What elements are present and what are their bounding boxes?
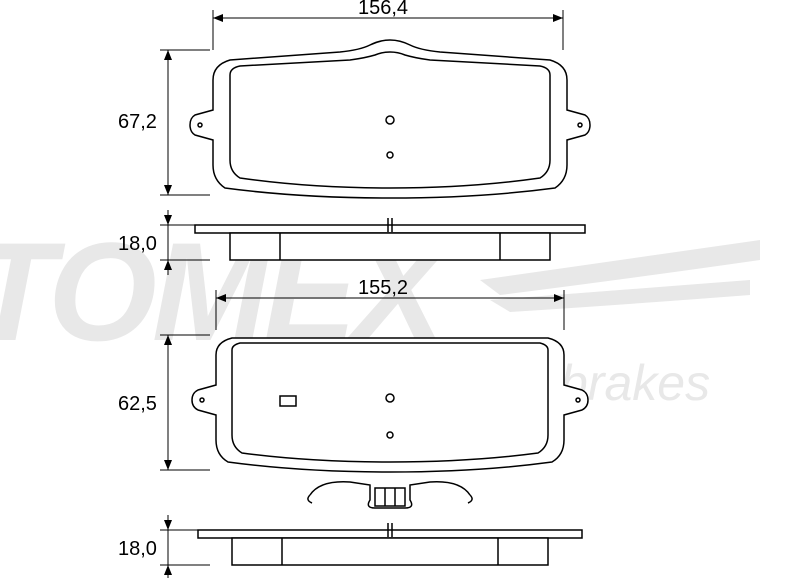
bottom-brake-pad-side [198, 523, 582, 565]
top-pad-friction [230, 52, 550, 188]
dim-top-width-label: 156,4 [358, 0, 408, 19]
technical-drawing: 156,4 67,2 18,0 155,2 62, [0, 0, 786, 580]
dim-bot-height-label: 62,5 [118, 393, 157, 415]
dim-bot-thick-label: 18,0 [118, 538, 157, 560]
dim-top-thick-label: 18,0 [118, 233, 157, 255]
dim-bot-width-label: 155,2 [358, 277, 408, 299]
clip-center [375, 488, 405, 506]
dim-top-height-label: 67,2 [118, 111, 157, 133]
spring-clip [308, 482, 472, 508]
top-pad-side-plate [195, 225, 585, 233]
bot-pad-side-plate [198, 530, 582, 538]
bot-pad-clip-left [280, 396, 296, 406]
bot-pad-side-friction [232, 538, 548, 565]
top-brake-pad-front [190, 40, 590, 198]
bottom-brake-pad-front [192, 338, 588, 472]
top-brake-pad-side [195, 218, 585, 260]
top-pad-side-friction [230, 233, 550, 260]
